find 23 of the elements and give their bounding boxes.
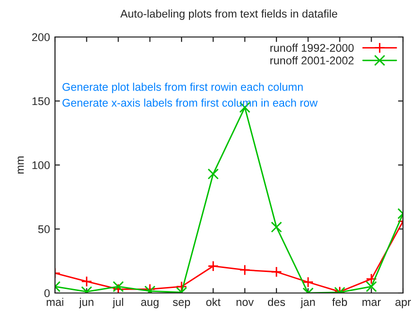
x-tick-label: aug — [141, 300, 158, 308]
y-tick-label: 50 — [38, 225, 50, 234]
y-tick-label: 0 — [44, 289, 50, 298]
x-tick-label: mar — [362, 300, 381, 306]
x-tick-label: jan — [300, 298, 315, 308]
x-tick-label: des — [268, 298, 286, 306]
annotation: Generate plot labels from first rowin each column — [62, 82, 303, 94]
legend-label: runoff 1992-2000 — [270, 44, 354, 52]
x-tick-label: feb — [332, 298, 347, 306]
x-tick-label: jul — [112, 298, 124, 308]
y-tick-label: 200 — [32, 33, 50, 42]
y-axis-title: mm — [18, 156, 24, 174]
chart-title: Auto-labeling plots from text fields in datafile — [120, 10, 338, 20]
x-tick-label: jun — [78, 298, 94, 308]
legend-label: runoff 2001-2002 — [270, 56, 354, 64]
y-tick-label: 100 — [32, 161, 50, 170]
x-tick-label: okt — [206, 298, 221, 306]
x-tick-label: mai — [46, 298, 64, 306]
x-tick-label: nov — [236, 300, 254, 306]
x-tick-label: sep — [172, 300, 190, 308]
x-tick-label: apr — [395, 300, 411, 308]
annotation: Generate x-axis labels from first column in each row — [62, 98, 318, 107]
y-tick-label: 150 — [32, 97, 50, 106]
